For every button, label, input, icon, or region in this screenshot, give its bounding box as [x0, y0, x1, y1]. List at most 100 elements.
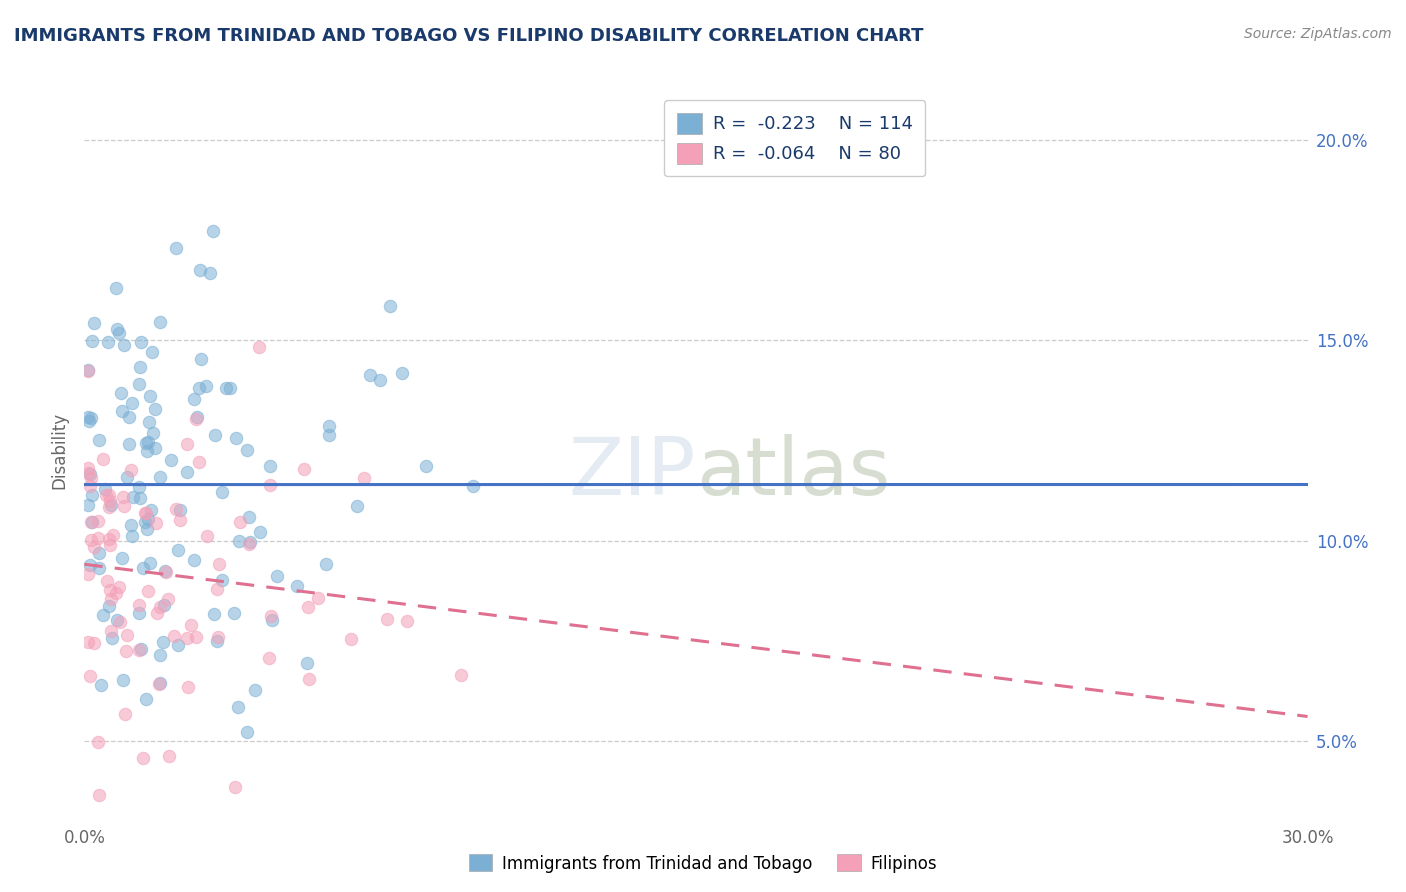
Point [89, 561, 111, 575]
Point [108, 326, 131, 340]
Point [318, 419, 340, 434]
Point [77, 634, 100, 648]
Point [238, 537, 260, 551]
Text: atlas: atlas [696, 434, 890, 512]
Point [120, 462, 142, 476]
Point [108, 615, 131, 630]
Point [297, 600, 319, 615]
Point [136, 435, 159, 450]
Point [132, 561, 155, 575]
Point [359, 368, 381, 382]
Point [149, 470, 172, 484]
Point [353, 471, 375, 485]
Point [285, 579, 308, 593]
Point [197, 529, 219, 543]
Point [176, 631, 198, 645]
Point [202, 224, 225, 238]
Point [121, 395, 143, 409]
Point [190, 351, 212, 366]
Point [194, 379, 217, 393]
Point [243, 682, 266, 697]
Point [97, 500, 120, 514]
Point [98, 494, 121, 508]
Point [142, 425, 165, 440]
Point [87, 531, 110, 545]
Point [262, 613, 284, 627]
Point [79, 479, 101, 493]
Point [229, 515, 252, 529]
Point [315, 557, 337, 571]
Point [249, 524, 271, 539]
Point [180, 618, 202, 632]
Point [149, 600, 172, 615]
Point [86, 735, 108, 749]
Text: ZIP: ZIP [568, 434, 696, 512]
Point [138, 389, 160, 403]
Point [155, 564, 177, 578]
Point [115, 627, 138, 641]
Point [112, 499, 135, 513]
Point [391, 366, 413, 380]
Point [378, 299, 401, 313]
Point [105, 586, 128, 600]
Point [128, 376, 150, 391]
Point [118, 409, 141, 424]
Point [100, 592, 122, 607]
Point [110, 385, 132, 400]
Point [80, 334, 103, 349]
Point [228, 533, 250, 548]
Point [225, 430, 247, 444]
Point [112, 338, 135, 352]
Point [176, 465, 198, 479]
Point [318, 428, 340, 442]
Text: IMMIGRANTS FROM TRINIDAD AND TOBAGO VS FILIPINO DISABILITY CORRELATION CHART: IMMIGRANTS FROM TRINIDAD AND TOBAGO VS F… [14, 27, 924, 45]
Point [97, 334, 120, 349]
Point [128, 642, 150, 657]
Point [169, 503, 191, 517]
Point [292, 462, 315, 476]
Point [202, 607, 225, 621]
Point [155, 565, 177, 579]
Point [83, 317, 105, 331]
Point [111, 490, 134, 504]
Point [259, 458, 281, 473]
Point [184, 630, 207, 644]
Point [415, 458, 437, 473]
Point [111, 673, 134, 688]
Point [463, 478, 485, 492]
Point [83, 540, 105, 554]
Point [91, 608, 114, 623]
Point [120, 517, 142, 532]
Point [77, 498, 100, 512]
Point [165, 241, 187, 255]
Point [149, 648, 172, 662]
Point [226, 699, 249, 714]
Point [208, 558, 231, 572]
Point [77, 362, 100, 376]
Point [77, 466, 100, 480]
Point [117, 470, 139, 484]
Point [100, 624, 122, 639]
Point [98, 538, 121, 552]
Point [375, 612, 398, 626]
Point [143, 441, 166, 455]
Point [396, 614, 419, 628]
Point [100, 631, 122, 645]
Point [97, 488, 120, 502]
Point [138, 415, 160, 429]
Point [211, 573, 233, 587]
Point [188, 455, 211, 469]
Point [98, 582, 121, 597]
Point [205, 582, 228, 596]
Point [136, 512, 159, 526]
Point [77, 567, 100, 582]
Point [205, 634, 228, 648]
Point [224, 780, 246, 794]
Text: Source: ZipAtlas.com: Source: ZipAtlas.com [1244, 27, 1392, 41]
Point [236, 725, 259, 739]
Point [132, 750, 155, 764]
Point [89, 788, 111, 802]
Point [121, 529, 143, 543]
Point [128, 480, 150, 494]
Point [235, 442, 257, 457]
